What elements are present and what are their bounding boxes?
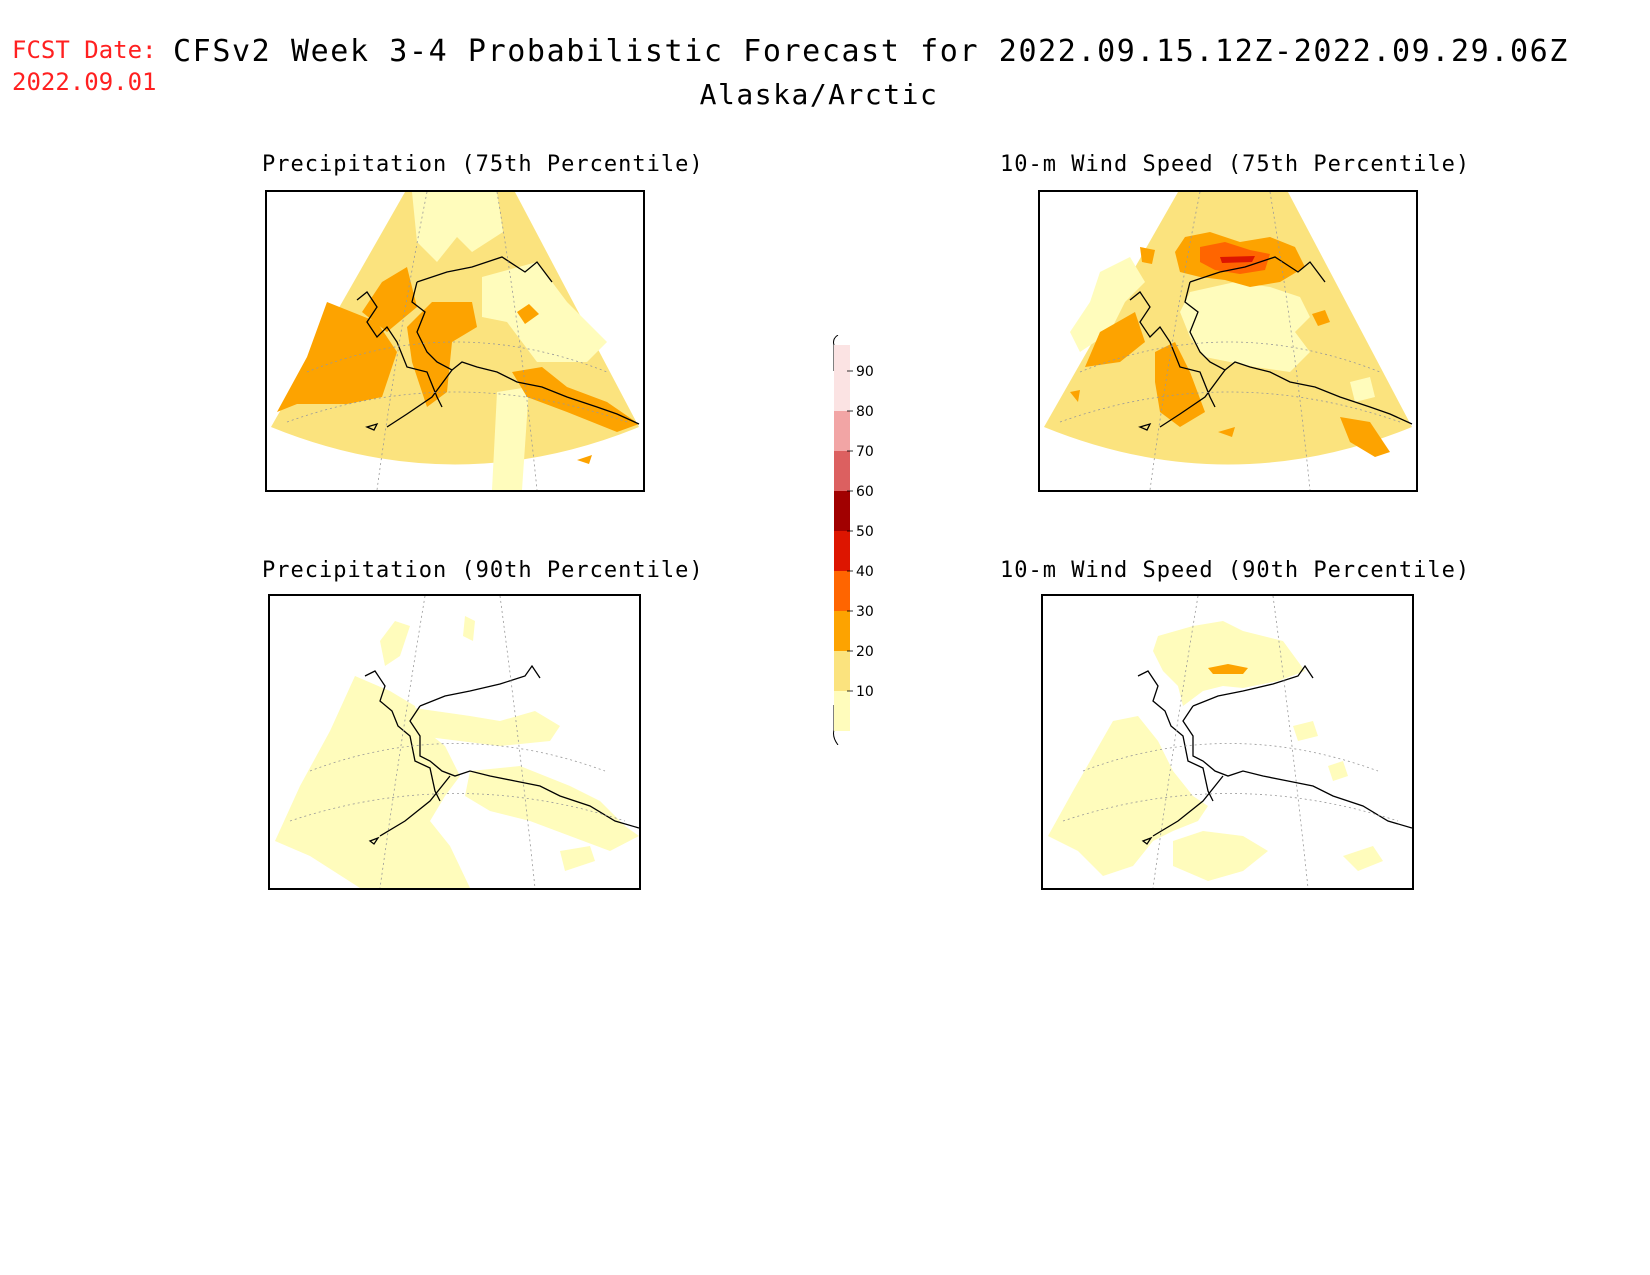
panel-title-precip-90: Precipitation (90th Percentile)	[262, 558, 704, 583]
coastline	[356, 256, 640, 431]
prob-10-region	[1173, 831, 1268, 881]
map-wind-75-graphic	[1044, 192, 1413, 490]
map-wind-90-graphic	[1048, 596, 1412, 888]
prob-30-region	[1208, 664, 1248, 674]
region-text: Alaska/Arctic	[699, 78, 939, 111]
colorbar-label-90: 90	[856, 364, 874, 380]
prob-30-region	[1340, 417, 1390, 457]
prob-30-region	[1218, 427, 1235, 437]
prob-10-region	[465, 766, 639, 851]
prob-30-region	[1085, 312, 1145, 367]
prob-10-region	[1048, 716, 1208, 876]
colorbar-graphic: 90 80 70 60 50 40 30 20 10	[833, 334, 874, 746]
prob-10-region	[1070, 257, 1145, 352]
map-wind-90	[1041, 594, 1414, 890]
map-precip-75	[265, 190, 645, 492]
coastline	[1137, 664, 1412, 845]
prob-10-region	[400, 706, 560, 746]
colorbar-label-10: 10	[856, 684, 874, 700]
map-precip-90-graphic	[275, 596, 639, 888]
colorbar-swatch-40	[834, 571, 850, 611]
prob-10-region	[1153, 621, 1305, 706]
prob-10-region	[1180, 282, 1310, 372]
colorbar-swatch-50	[834, 531, 850, 571]
prob-10-region	[463, 616, 475, 641]
colorbar-label-50: 50	[856, 524, 874, 540]
colorbar-swatch-20	[834, 651, 850, 691]
map-wind-75	[1038, 190, 1418, 492]
prob-10-region	[412, 192, 503, 262]
prob-30-region	[577, 455, 592, 464]
panel-title-wind-90: 10-m Wind Speed (90th Percentile)	[1000, 558, 1471, 583]
colorbar-swatch-70	[834, 451, 850, 491]
colorbar-label-70: 70	[856, 444, 874, 460]
prob-10-region	[1343, 846, 1383, 871]
prob-10-region	[1328, 761, 1348, 781]
prob-10-region	[1293, 721, 1318, 741]
graticule	[1059, 192, 1401, 490]
colorbar: 90 80 70 60 50 40 30 20 10	[820, 334, 880, 746]
prob-50-region	[1220, 256, 1255, 263]
colorbar-swatch-60	[834, 491, 850, 531]
colorbar-label-60: 60	[856, 484, 874, 500]
panel-title-precip-75: Precipitation (75th Percentile)	[262, 152, 704, 177]
colorbar-swatch-top	[834, 345, 850, 371]
map-precip-75-graphic	[271, 192, 640, 490]
prob-10-region	[1350, 377, 1375, 402]
prob-30-region	[362, 267, 417, 332]
colorbar-label-20: 20	[856, 644, 874, 660]
region-subtitle: Alaska/Arctic	[0, 78, 1650, 111]
colorbar-swatch-10	[834, 691, 850, 731]
prob-30-region	[1312, 310, 1330, 326]
graticule	[1062, 596, 1399, 888]
colorbar-label-40: 40	[856, 564, 874, 580]
colorbar-swatch-80	[834, 411, 850, 451]
prob-30-region	[1140, 247, 1155, 264]
prob-10-region	[492, 387, 529, 490]
colorbar-swatch-90	[834, 371, 850, 411]
fcst-date-value: 2022.09.01	[12, 68, 157, 96]
prob-10-region	[482, 262, 607, 362]
panel-title-wind-75: 10-m Wind Speed (75th Percentile)	[1000, 152, 1471, 177]
fcst-date-label: FCST Date:	[12, 36, 157, 64]
colorbar-label-80: 80	[856, 404, 874, 420]
graticule	[289, 596, 626, 888]
map-precip-90	[268, 594, 641, 890]
coastline	[364, 664, 639, 845]
page-title: CFSv2 Week 3-4 Probabilistic Forecast fo…	[173, 34, 1569, 69]
prob-10-region	[560, 846, 595, 871]
colorbar-bottom-cap	[833, 705, 839, 746]
prob-10-region	[380, 621, 410, 666]
colorbar-top-cap	[833, 334, 839, 371]
graticule	[286, 192, 628, 490]
coastline	[1129, 256, 1413, 431]
prob-10-region	[275, 676, 470, 888]
prob-30-region	[517, 304, 539, 324]
colorbar-swatch-30	[834, 611, 850, 651]
prob-30-region	[277, 302, 397, 412]
prob-30-region	[407, 302, 477, 407]
colorbar-label-30: 30	[856, 604, 874, 620]
prob-30-region	[1070, 390, 1080, 402]
